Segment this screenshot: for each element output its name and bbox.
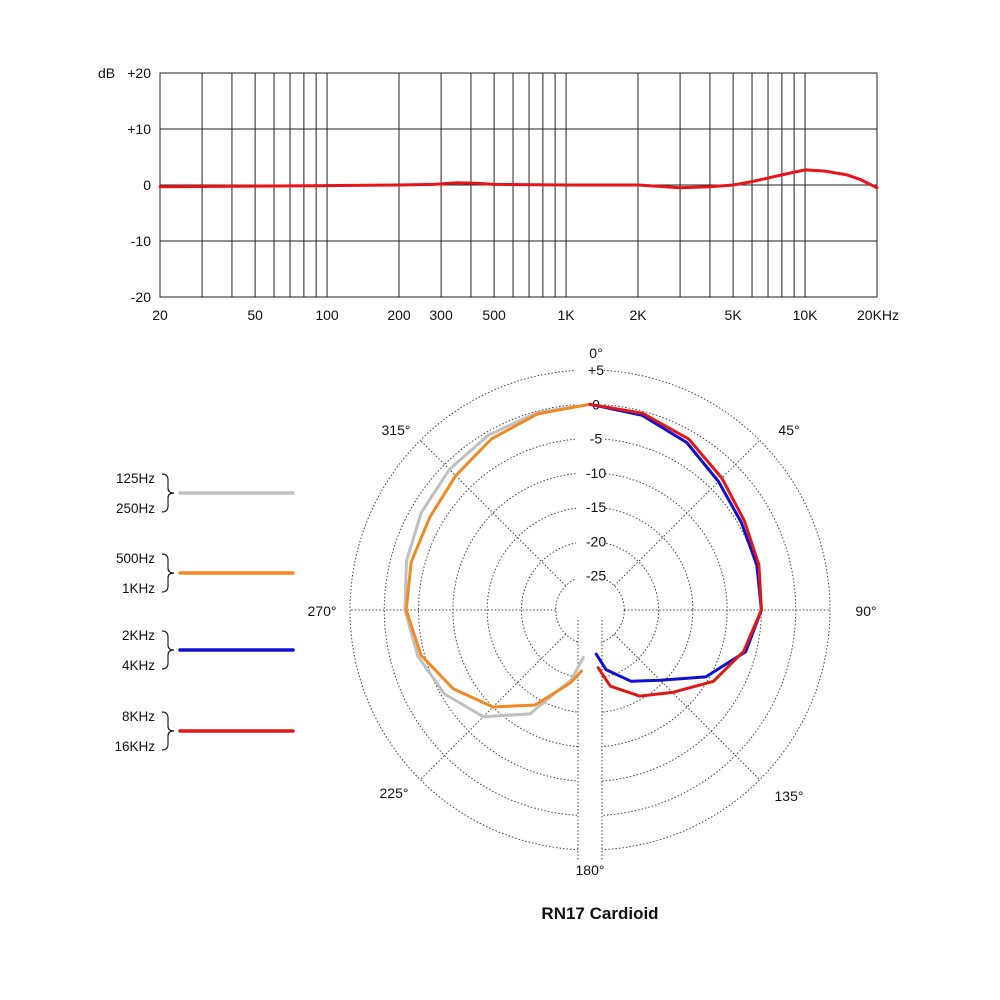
frequency-x-ticks: 20 50 100 200 300 500 1K 2K 5K 10K 20KHz bbox=[152, 307, 899, 323]
ring-label-bg bbox=[576, 364, 604, 596]
y-tick-label: 0 bbox=[143, 177, 151, 193]
legend-label-top: 125Hz bbox=[116, 471, 155, 486]
ring-label: -5 bbox=[590, 431, 603, 447]
frequency-response-lines bbox=[158, 168, 879, 190]
x-tick-label: 1K bbox=[557, 307, 575, 323]
x-tick-label: 200 bbox=[387, 307, 411, 323]
y-tick-label: +10 bbox=[127, 121, 151, 137]
polar-curve bbox=[588, 402, 763, 683]
legend-item: 8KHz 16KHz bbox=[114, 709, 295, 754]
legend-label-bottom: 4KHz bbox=[122, 658, 155, 673]
legend-item: 500Hz 1KHz bbox=[116, 551, 295, 596]
polar-curve bbox=[588, 402, 763, 698]
angle-label: 180° bbox=[576, 862, 605, 878]
angle-label: 45° bbox=[778, 422, 799, 438]
y-tick-label: -20 bbox=[131, 289, 151, 305]
y-tick-label: -10 bbox=[131, 233, 151, 249]
angle-label: 90° bbox=[855, 603, 876, 619]
polar-spoke bbox=[613, 633, 761, 781]
frequency-response-line bbox=[158, 168, 879, 190]
legend-label-top: 2KHz bbox=[122, 628, 155, 643]
ring-label: -15 bbox=[586, 499, 606, 515]
x-tick-label: 300 bbox=[429, 307, 453, 323]
angle-label: 315° bbox=[382, 422, 411, 438]
polar-gap bbox=[578, 642, 602, 858]
polar-pattern-curves bbox=[403, 402, 763, 719]
legend-brace bbox=[161, 711, 175, 751]
ring-label: -10 bbox=[586, 465, 606, 481]
legend-brace bbox=[161, 553, 175, 593]
polar-curve bbox=[404, 402, 592, 709]
angle-label: 225° bbox=[380, 785, 409, 801]
x-tick-label: 2K bbox=[629, 307, 647, 323]
angle-label: 0° bbox=[589, 345, 602, 361]
legend-label-bottom: 250Hz bbox=[116, 501, 155, 516]
legend-item: 125Hz 250Hz bbox=[116, 471, 295, 516]
ring-label: -20 bbox=[586, 533, 606, 549]
angle-label: 135° bbox=[775, 788, 804, 804]
legend-label-top: 500Hz bbox=[116, 551, 155, 566]
x-tick-label: 20 bbox=[152, 307, 168, 323]
ring-label: +5 bbox=[588, 362, 604, 378]
polar-angle-labels: 0° 45° 90° 135° 180° 225° 270° 315° bbox=[308, 345, 877, 878]
frequency-y-ticks: +20 +10 0 -10 -20 bbox=[127, 65, 151, 305]
y-tick-label: +20 bbox=[127, 65, 151, 81]
polar-spoke bbox=[419, 439, 567, 587]
legend-item: 2KHz 4KHz bbox=[122, 628, 295, 673]
x-tick-label: 500 bbox=[482, 307, 506, 323]
legend: 125Hz 250Hz 500Hz 1KHz 2KHz 4KHz 8KHz 16KHz bbox=[114, 471, 295, 754]
polar-curve bbox=[403, 402, 592, 719]
x-tick-label: 10K bbox=[793, 307, 819, 323]
x-tick-label: 50 bbox=[247, 307, 263, 323]
polar-chart-title: RN17 Cardioid bbox=[541, 904, 658, 923]
legend-brace bbox=[161, 630, 175, 670]
legend-label-top: 8KHz bbox=[122, 709, 155, 724]
angle-label: 270° bbox=[308, 603, 337, 619]
legend-label-bottom: 1KHz bbox=[122, 581, 155, 596]
legend-label-bottom: 16KHz bbox=[114, 739, 155, 754]
ring-label: -25 bbox=[586, 568, 606, 584]
x-tick-label: 20KHz bbox=[857, 307, 899, 323]
y-axis-label: dB bbox=[98, 65, 115, 81]
x-tick-label: 100 bbox=[315, 307, 339, 323]
x-tick-label: 5K bbox=[725, 307, 743, 323]
legend-brace bbox=[161, 473, 175, 513]
polar-spoke bbox=[613, 439, 761, 587]
